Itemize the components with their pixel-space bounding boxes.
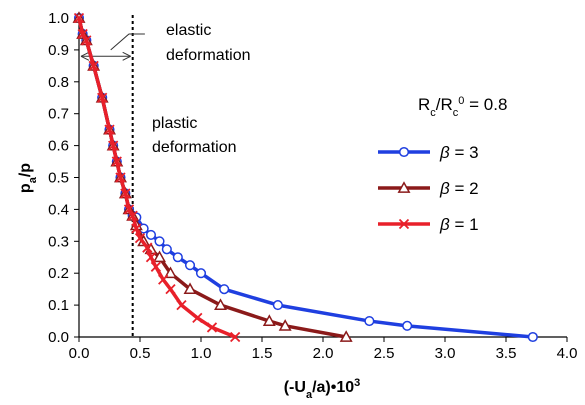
elastic-range-arrowheads bbox=[80, 51, 131, 61]
plastic-annotation: plastic deformation bbox=[152, 115, 237, 156]
plastic-label-line1: plastic bbox=[152, 115, 197, 132]
y-tick-label: 0.6 bbox=[48, 138, 69, 155]
data-point-triangle bbox=[183, 282, 197, 295]
y-tick-label: 0.1 bbox=[48, 297, 69, 314]
y-tick-label: 0.2 bbox=[48, 265, 69, 282]
elastic-leader-line bbox=[110, 33, 145, 51]
data-point-x bbox=[104, 124, 115, 135]
y-tick-label: 0.7 bbox=[48, 106, 69, 123]
x-axis-title: (-Ua/a)•103 bbox=[284, 377, 361, 401]
legend-label-circle: β = 3 bbox=[439, 143, 479, 162]
x-tick-label: 4.0 bbox=[557, 345, 578, 362]
data-point-x bbox=[108, 140, 119, 151]
data-point-x bbox=[127, 210, 138, 221]
data-point-x bbox=[134, 232, 146, 244]
data-point-x bbox=[230, 331, 241, 343]
data-point-circle bbox=[172, 252, 183, 263]
data-point-x bbox=[111, 156, 122, 167]
x-tick-label: 3.0 bbox=[435, 345, 456, 362]
plastic-label-line2: deformation bbox=[152, 139, 237, 156]
data-point-x bbox=[145, 252, 157, 263]
y-tick-label: 0.0 bbox=[48, 329, 69, 346]
data-point-triangle bbox=[278, 319, 292, 331]
data-point-x bbox=[120, 188, 131, 199]
x-tick-label: 1.0 bbox=[191, 345, 212, 362]
x-tick-label: 2.0 bbox=[313, 345, 334, 362]
x-tick-label: 2.5 bbox=[374, 345, 395, 362]
x-tick-label: 0.0 bbox=[69, 345, 90, 362]
data-point-x bbox=[73, 12, 85, 24]
data-point-circle bbox=[364, 316, 375, 327]
data-point-triangle bbox=[153, 250, 166, 263]
data-point-triangle bbox=[164, 266, 177, 279]
data-point-triangle bbox=[262, 314, 276, 326]
data-point-x bbox=[77, 28, 88, 40]
y-tick-label: 0.3 bbox=[48, 233, 69, 250]
data-point-circle bbox=[527, 331, 538, 343]
y-tick-label: 0.8 bbox=[48, 74, 69, 91]
data-point-triangle bbox=[214, 298, 227, 311]
data-point-triangle bbox=[339, 330, 353, 342]
elastic-annotation: elastic deformation bbox=[166, 22, 251, 64]
data-point-circle bbox=[219, 284, 230, 295]
data-point-x bbox=[88, 60, 99, 71]
y-tick-label: 0.9 bbox=[48, 42, 69, 59]
legend-label-x: β = 1 bbox=[439, 215, 479, 234]
series-line-x bbox=[77, 16, 237, 339]
legend-marker-triangle bbox=[397, 181, 411, 193]
x-tick-label: 0.5 bbox=[130, 345, 151, 362]
y-tick-label: 0.4 bbox=[48, 201, 69, 218]
data-point-x bbox=[158, 274, 169, 285]
data-point-x bbox=[81, 35, 92, 46]
y-axis-title: pa/p bbox=[17, 163, 39, 193]
y-tick-label: 0.5 bbox=[48, 170, 69, 187]
elastic-label-line1: elastic bbox=[166, 22, 211, 39]
data-point-circle bbox=[154, 236, 165, 247]
elastic-label-line2: deformation bbox=[166, 47, 251, 64]
data-point-x bbox=[123, 204, 135, 215]
data-point-x bbox=[115, 172, 126, 183]
data-point-circle bbox=[402, 320, 413, 331]
data-point-circle bbox=[272, 300, 283, 311]
legend-marker-circle bbox=[398, 146, 410, 158]
y-tick-label: 1.0 bbox=[48, 10, 69, 27]
legend-marker-x bbox=[398, 218, 410, 230]
legend-title: Rc/Rc0 = 0.8 bbox=[418, 95, 507, 119]
data-point-x bbox=[142, 242, 153, 253]
data-point-x bbox=[150, 261, 161, 272]
data-point-x bbox=[192, 312, 203, 323]
x-tick-label: 3.5 bbox=[496, 345, 517, 362]
data-point-circle bbox=[184, 260, 196, 271]
series-line-circle bbox=[77, 16, 535, 339]
data-point-x bbox=[176, 299, 187, 311]
x-tick-label: 1.5 bbox=[252, 345, 273, 362]
data-point-x bbox=[206, 322, 218, 333]
legend-label-triangle: β = 2 bbox=[439, 179, 479, 198]
data-point-x bbox=[131, 223, 142, 234]
legend: Rc/Rc0 = 0.8 β = 3 β = 2 β = 1 bbox=[378, 95, 507, 234]
data-point-circle bbox=[195, 268, 207, 279]
plot-layer: 0.0 0.5 1.0 1.5 2.0 2.5 3.0 3.5 4.0 0.0 0.1 0.2 0.3 0… bbox=[48, 10, 577, 362]
data-point-x bbox=[97, 92, 108, 103]
data-point-x bbox=[165, 284, 176, 295]
data-point-circle bbox=[161, 244, 172, 255]
legend-items: β = 3 β = 2 β = 1 bbox=[378, 143, 479, 234]
data-point-circle bbox=[145, 229, 157, 240]
